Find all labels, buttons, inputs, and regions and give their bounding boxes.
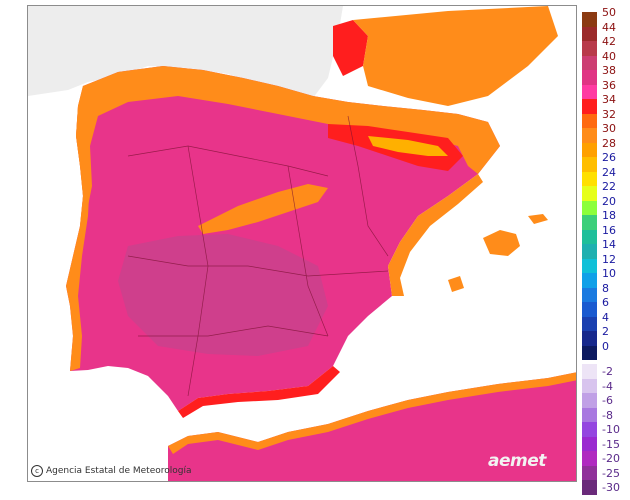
legend-label: -15 bbox=[602, 437, 620, 451]
credit-text: Agencia Estatal de Meteorología bbox=[46, 466, 192, 476]
legend-swatch bbox=[582, 287, 597, 302]
france-land bbox=[28, 6, 343, 98]
legend-swatch bbox=[582, 422, 597, 437]
legend-swatch bbox=[582, 157, 597, 172]
west-coast-strip bbox=[66, 86, 90, 371]
legend-label: 32 bbox=[602, 107, 616, 121]
legend-label: 4 bbox=[602, 310, 609, 324]
legend-label: 12 bbox=[602, 252, 616, 266]
legend-swatch bbox=[582, 215, 597, 230]
legend-swatch bbox=[582, 113, 597, 128]
legend-swatch bbox=[582, 55, 597, 70]
iberia-hot-core bbox=[118, 234, 328, 356]
mallorca-island bbox=[483, 230, 520, 256]
legend-swatch bbox=[582, 26, 597, 41]
copyright-icon: c bbox=[31, 465, 43, 477]
south-france-red bbox=[333, 20, 368, 76]
legend-label: 42 bbox=[602, 35, 616, 48]
legend-swatch bbox=[582, 186, 597, 201]
legend-label: 40 bbox=[602, 49, 616, 63]
legend-swatch bbox=[582, 273, 597, 288]
legend-swatch bbox=[582, 364, 597, 379]
legend-label: 24 bbox=[602, 165, 616, 179]
legend-swatch bbox=[582, 345, 597, 360]
ebro-valley-orange bbox=[368, 136, 448, 156]
legend-label: 30 bbox=[602, 122, 616, 135]
legend-swatch bbox=[582, 451, 597, 466]
legend-swatch bbox=[582, 200, 597, 215]
region-borders bbox=[127, 115, 389, 397]
legend-swatch bbox=[582, 465, 597, 480]
legend-label: 8 bbox=[602, 281, 609, 295]
legend-label: 10 bbox=[602, 267, 616, 280]
legend-swatch bbox=[582, 393, 597, 408]
africa-land bbox=[168, 372, 576, 481]
legend-label: -4 bbox=[602, 379, 613, 393]
legend-swatch bbox=[582, 70, 597, 85]
legend-label: 26 bbox=[602, 151, 616, 164]
legend-swatch bbox=[582, 171, 597, 186]
legend-label: 28 bbox=[602, 136, 616, 150]
legend-swatch bbox=[582, 316, 597, 331]
legend-label: -8 bbox=[602, 408, 613, 422]
legend-swatch bbox=[582, 41, 597, 56]
legend-label: 50 bbox=[602, 6, 616, 19]
legend-swatch bbox=[582, 407, 597, 422]
agency-credit: c Agencia Estatal de Meteorología bbox=[31, 465, 192, 477]
legend-swatch bbox=[582, 99, 597, 114]
legend-swatch bbox=[582, 302, 597, 317]
legend-label: 36 bbox=[602, 78, 616, 92]
legend-label: -30 bbox=[602, 481, 620, 494]
africa-hot-band bbox=[168, 372, 576, 454]
legend-label: 14 bbox=[602, 238, 616, 251]
legend-label: 2 bbox=[602, 325, 609, 338]
legend-label: -6 bbox=[602, 394, 613, 407]
ibiza-island bbox=[448, 276, 464, 292]
legend-label: 20 bbox=[602, 194, 616, 208]
south-coast-strip bbox=[178, 366, 340, 418]
legend-label: 0 bbox=[602, 339, 609, 353]
legend-swatch bbox=[582, 331, 597, 346]
legend-swatch bbox=[582, 378, 597, 393]
legend-swatch bbox=[582, 229, 597, 244]
legend-label: -20 bbox=[602, 452, 620, 465]
map-canvas bbox=[28, 6, 576, 481]
legend-swatch bbox=[582, 128, 597, 143]
legend-swatch bbox=[582, 12, 597, 27]
legend-swatch bbox=[582, 258, 597, 273]
east-coast-strip bbox=[388, 174, 483, 296]
legend-label: -2 bbox=[602, 365, 613, 378]
legend-label: 34 bbox=[602, 93, 616, 106]
legend-swatch bbox=[582, 84, 597, 99]
legend-label: 16 bbox=[602, 223, 616, 237]
legend-swatch bbox=[582, 436, 597, 451]
south-france-orange bbox=[353, 6, 558, 106]
legend-label: -25 bbox=[602, 466, 620, 480]
north-orange-belt bbox=[76, 66, 500, 226]
legend-label: -10 bbox=[602, 423, 620, 436]
legend-swatch bbox=[582, 480, 597, 495]
legend-label: 22 bbox=[602, 180, 616, 193]
menorca-island bbox=[528, 214, 548, 224]
legend-swatch bbox=[582, 244, 597, 259]
central-mountains-band bbox=[198, 184, 328, 234]
legend-swatch bbox=[582, 142, 597, 157]
legend-label: 38 bbox=[602, 64, 616, 77]
legend-label: 6 bbox=[602, 296, 609, 309]
brand-logo: aemet bbox=[488, 451, 546, 471]
color-legend: 50 44 42 40 38 36 34 32 30 28 26 24 22 20 18 16 14 12 10 8 6… bbox=[582, 6, 630, 495]
legend-label: 18 bbox=[602, 209, 616, 222]
legend-label: 44 bbox=[602, 20, 616, 34]
temperature-map bbox=[27, 5, 577, 482]
